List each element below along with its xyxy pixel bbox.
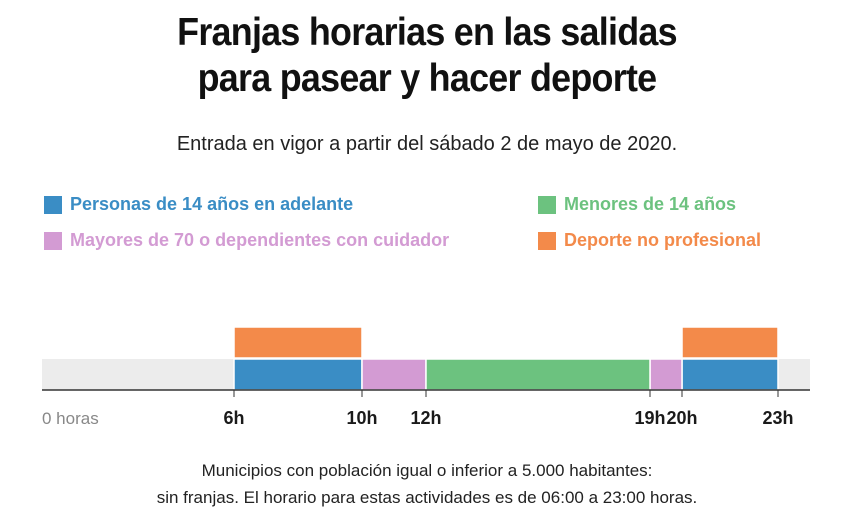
legend-item-sport: Deporte no profesional bbox=[538, 230, 761, 251]
legend-swatch-sport bbox=[538, 231, 556, 250]
footnote: Municipios con población igual o inferio… bbox=[0, 457, 854, 511]
interval-bar-s1-1 bbox=[649, 358, 683, 391]
interval-bar-s0-1 bbox=[681, 358, 779, 391]
chart-subtitle: Entrada en vigor a partir del sábado 2 d… bbox=[176, 133, 678, 155]
legend-item-adults: Personas de 14 años en adelante bbox=[44, 194, 353, 215]
interval-bar-s0-0 bbox=[233, 358, 363, 391]
legend-label-adults: Personas de 14 años en adelante bbox=[70, 194, 354, 214]
legend-swatch-elderly bbox=[44, 231, 62, 250]
tick-label-5: 20h bbox=[666, 408, 697, 428]
legend-label-sport: Deporte no profesional bbox=[564, 230, 762, 250]
legend-swatch-adults bbox=[44, 195, 62, 214]
tick-label-2: 10h bbox=[346, 408, 377, 428]
tick-label-3: 12h bbox=[410, 408, 441, 428]
legend-item-minors: Menores de 14 años bbox=[538, 194, 736, 215]
legend-label-elderly: Mayores de 70 o dependientes con cuidado… bbox=[70, 230, 450, 250]
interval-bar-s3-1 bbox=[681, 326, 779, 359]
tick-label-4: 19h bbox=[634, 408, 665, 428]
interval-bar-s3-0 bbox=[233, 326, 363, 359]
title-line-2: para pasear y hacer deporte bbox=[197, 57, 657, 100]
title-line-1: Franjas horarias en las salidas bbox=[177, 11, 677, 54]
interval-bar-s2-0 bbox=[425, 358, 651, 391]
footnote-line-2: sin franjas. El horario para estas activ… bbox=[156, 488, 698, 507]
tick-label-6: 23h bbox=[762, 408, 793, 428]
chart-title: Franjas horarias en las salidas para pas… bbox=[34, 10, 820, 102]
timeline-chart: 0 horas 6h 10h 12h 19h 20h 23h bbox=[42, 326, 810, 428]
legend-swatch-minors bbox=[538, 195, 556, 214]
tick-label-0: 0 horas bbox=[42, 409, 99, 428]
legend-label-minors: Menores de 14 años bbox=[564, 194, 737, 214]
footnote-line-1: Municipios con población igual o inferio… bbox=[201, 461, 653, 480]
interval-bar-s1-0 bbox=[361, 358, 427, 391]
legend-item-elderly: Mayores de 70 o dependientes con cuidado… bbox=[44, 230, 449, 251]
tick-label-1: 6h bbox=[223, 408, 244, 428]
